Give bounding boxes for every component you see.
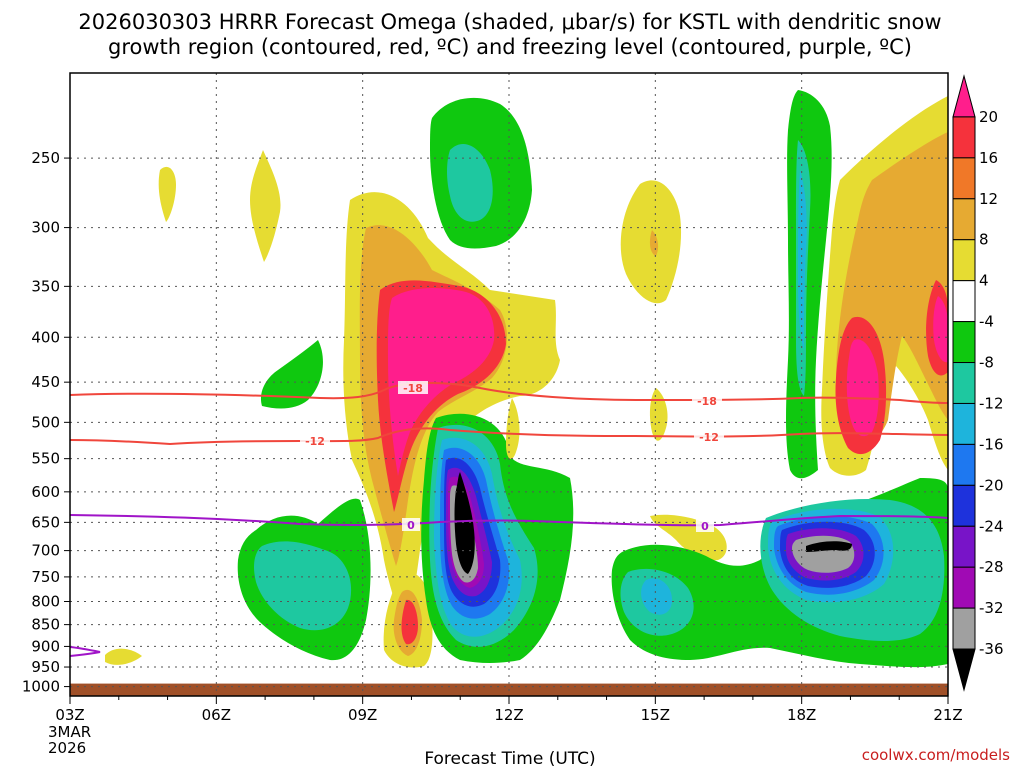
colorbar-label-10: -24	[979, 517, 1004, 535]
colorbar-label-4: 4	[979, 272, 989, 290]
pressure-tick-label-250: 250	[31, 149, 60, 167]
omega-region-teal-upper-column	[447, 143, 493, 222]
gridlines	[69, 73, 949, 704]
colorbar-segment-12	[952, 566, 976, 609]
colorbar-segment-0	[952, 74, 976, 118]
omega-region-orange-15z-upper	[649, 230, 659, 256]
omega-region-yellow-12z	[506, 398, 520, 459]
omega-region-red-low-10z	[401, 599, 418, 645]
pressure-tick-label-650: 650	[31, 513, 60, 531]
isotherm-minus12-label-2: -12	[699, 431, 719, 444]
chart-title-line-1: 2026030303 HRRR Forecast Omega (shaded, …	[78, 10, 941, 34]
pressure-tick-label-750: 750	[31, 568, 60, 586]
colorbar-label-13: -36	[979, 640, 1004, 658]
colorbar-label-0: 20	[979, 108, 998, 126]
colorbar-segment-4	[952, 239, 976, 282]
colorbar-segment-7	[952, 362, 976, 404]
omega-region-black-low-18z	[806, 541, 852, 552]
colorbar-label-8: -16	[979, 435, 1004, 453]
colorbar-label-1: 16	[979, 149, 998, 167]
omega-region-green-07z	[260, 340, 323, 409]
time-tick-label-18Z: 18Z	[787, 706, 816, 724]
colorbar-segment-14	[952, 648, 976, 692]
isotherm-zero-label-2: 0	[701, 520, 709, 533]
pressure-tick-label-950: 950	[31, 658, 60, 676]
colorbar-label-12: -32	[979, 599, 1004, 617]
isotherm-zero-line	[69, 514, 949, 527]
time-axis: 03Z 06Z 09Z 12Z 15Z 18Z 21Z	[55, 706, 962, 724]
pressure-axis: 250 300 350 400 450 500 550 600 650 700 750 800 850 9…	[22, 149, 70, 696]
omega-region-teal-low-07z	[254, 541, 352, 631]
time-tick-label-15Z: 15Z	[641, 706, 670, 724]
isotherm-minus12-label: -12	[305, 435, 325, 448]
plot-area: -18 -18 -12 -12 0 0	[69, 72, 949, 704]
isotherm-minus18-line	[69, 381, 949, 404]
pressure-tick-label-850: 850	[31, 616, 60, 634]
isotherm-minus12-label-bg-2	[694, 430, 724, 443]
date-label-line-1: 3MAR	[48, 723, 91, 741]
isotherm-zero-label-bg-2	[696, 519, 714, 532]
isotherm-zero-label: 0	[407, 519, 415, 532]
time-tick-label-21Z: 21Z	[933, 706, 962, 724]
isotherm-minus18-label: -18	[403, 382, 423, 395]
site-credit: coolwx.com/models	[862, 746, 1010, 764]
isotherm-minus18-label-2: -18	[697, 395, 717, 408]
isotherm-zero-label-bg	[402, 518, 420, 531]
omega-region-magenta-right-19z	[846, 339, 879, 437]
time-tick-label-06Z: 06Z	[202, 706, 231, 724]
pressure-tick-label-500: 500	[31, 413, 60, 431]
omega-region-black-core	[454, 472, 475, 574]
colorbar-label-11: -28	[979, 558, 1004, 576]
date-label-line-2: 2026	[48, 739, 86, 757]
omega-region-yellow-small-1	[158, 166, 176, 222]
plot-frame	[69, 72, 949, 697]
pressure-tick-label-450: 450	[31, 373, 60, 391]
pressure-tick-label-700: 700	[31, 542, 60, 560]
isotherm-minus18-label-bg	[398, 381, 428, 394]
chart-title-line-2: growth region (contoured, red, ºC) and f…	[108, 35, 912, 59]
colorbar-segment-10	[952, 484, 976, 527]
colorbar-segment-8	[952, 402, 976, 445]
isotherm-minus12-label-bg	[300, 434, 330, 447]
omega-region-lightblue-low-15z	[641, 578, 672, 615]
x-axis-title: Forecast Time (UTC)	[424, 749, 595, 768]
colorbar-segment-9	[952, 443, 976, 486]
colorbar-label-2: 12	[979, 190, 998, 208]
isotherm-minus12-line	[69, 427, 949, 446]
colorbar-label-5: -4	[979, 313, 994, 331]
omega-region-yellow-small-3	[105, 648, 142, 665]
pressure-tick-label-800: 800	[31, 593, 60, 611]
pressure-tick-label-1000: 1000	[22, 678, 60, 696]
colorbar-segment-13	[952, 607, 976, 650]
colorbar-label-9: -20	[979, 476, 1004, 494]
omega-colorbar: 20 16 12 8 4 -4 -8 -12 -16 -20 -24 -28 -32 -36	[952, 74, 1004, 692]
pressure-tick-label-550: 550	[31, 450, 60, 468]
colorbar-segment-5	[952, 280, 976, 323]
pressure-tick-label-400: 400	[31, 328, 60, 346]
pressure-tick-label-900: 900	[31, 637, 60, 655]
colorbar-segment-1	[952, 116, 976, 159]
colorbar-segment-2	[952, 157, 976, 200]
colorbar-label-7: -12	[979, 394, 1004, 412]
colorbar-segment-11	[952, 525, 976, 568]
colorbar-label-3: 8	[979, 231, 989, 249]
time-tick-label-12Z: 12Z	[494, 706, 523, 724]
omega-region-yellow-15z-mid	[649, 388, 668, 441]
omega-region-magenta-right-21z	[933, 296, 948, 363]
isotherm-minus18-label-bg-2	[692, 394, 722, 407]
colorbar-segment-3	[952, 198, 976, 241]
pressure-tick-label-350: 350	[31, 277, 60, 295]
time-tick-label-09Z: 09Z	[348, 706, 377, 724]
isotherm-contours: -18 -18 -12 -12 0 0	[69, 381, 949, 657]
pressure-tick-label-600: 600	[31, 483, 60, 501]
omega-region-yellow-small-2	[250, 150, 281, 262]
colorbar-segment-6	[952, 321, 976, 364]
colorbar-label-6: -8	[979, 354, 994, 372]
isotherm-zero-line-lower	[69, 646, 101, 657]
pressure-tick-label-300: 300	[31, 219, 60, 237]
time-tick-label-03Z: 03Z	[55, 706, 84, 724]
omega-region-lightblue-column-18z	[798, 170, 807, 350]
